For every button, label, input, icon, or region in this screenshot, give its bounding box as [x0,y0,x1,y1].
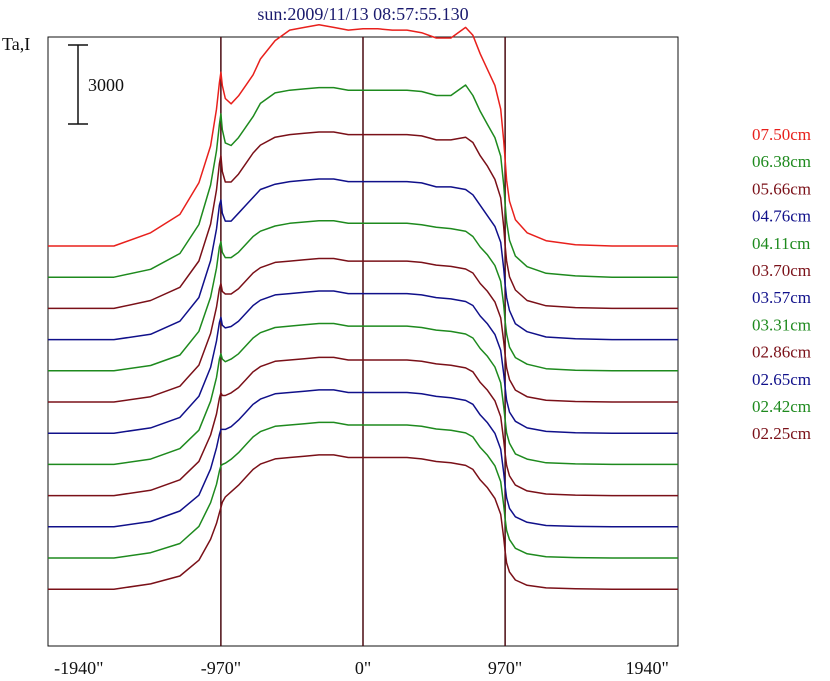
legend-entry: 03.57cm [752,288,811,307]
x-tick-label: -970" [201,658,241,678]
series-lines [48,24,678,590]
x-tick-label: 970" [488,658,522,678]
series-line-02.65cm [48,389,678,528]
legend-entry: 04.11cm [752,234,810,253]
legend-entry: 06.38cm [752,152,811,171]
reference-lines [220,37,506,646]
series-line-07.50cm [48,24,678,247]
x-axis-ticks: -1940" -970" 0" 970" 1940" [54,658,669,678]
series-line-04.11cm [48,219,678,372]
series-line-05.66cm [48,131,678,310]
series-line-03.70cm [48,257,678,403]
y-axis-label: Ta,I [2,34,30,54]
legend-entry: 04.76cm [752,207,811,226]
series-line-02.86cm [48,356,678,497]
legend-entry: 03.31cm [752,315,811,334]
x-tick-label: -1940" [54,658,103,678]
legend-entry: 02.42cm [752,397,811,416]
legend-entry: 07.50cm [752,125,811,144]
legend: 07.50cm 06.38cm 05.66cm 04.76cm 04.11cm 03.70… [752,125,811,443]
x-tick-label: 0" [355,658,371,678]
series-line-02.25cm [48,454,678,590]
legend-entry: 05.66cm [752,179,811,198]
x-tick-label: 1940" [626,658,669,678]
legend-entry: 03.70cm [752,261,811,280]
series-line-03.31cm [48,322,678,466]
scale-bar-label: 3000 [88,75,124,95]
series-line-04.76cm [48,178,678,341]
series-line-03.57cm [48,290,678,434]
series-line-06.38cm [48,84,678,278]
chart-title: sun:2009/11/13 08:57:55.130 [257,4,468,24]
legend-entry: 02.86cm [752,343,811,362]
legend-entry: 02.25cm [752,424,811,443]
scale-bar: 3000 [68,44,124,125]
series-line-02.42cm [48,421,678,559]
legend-entry: 02.65cm [752,370,811,389]
